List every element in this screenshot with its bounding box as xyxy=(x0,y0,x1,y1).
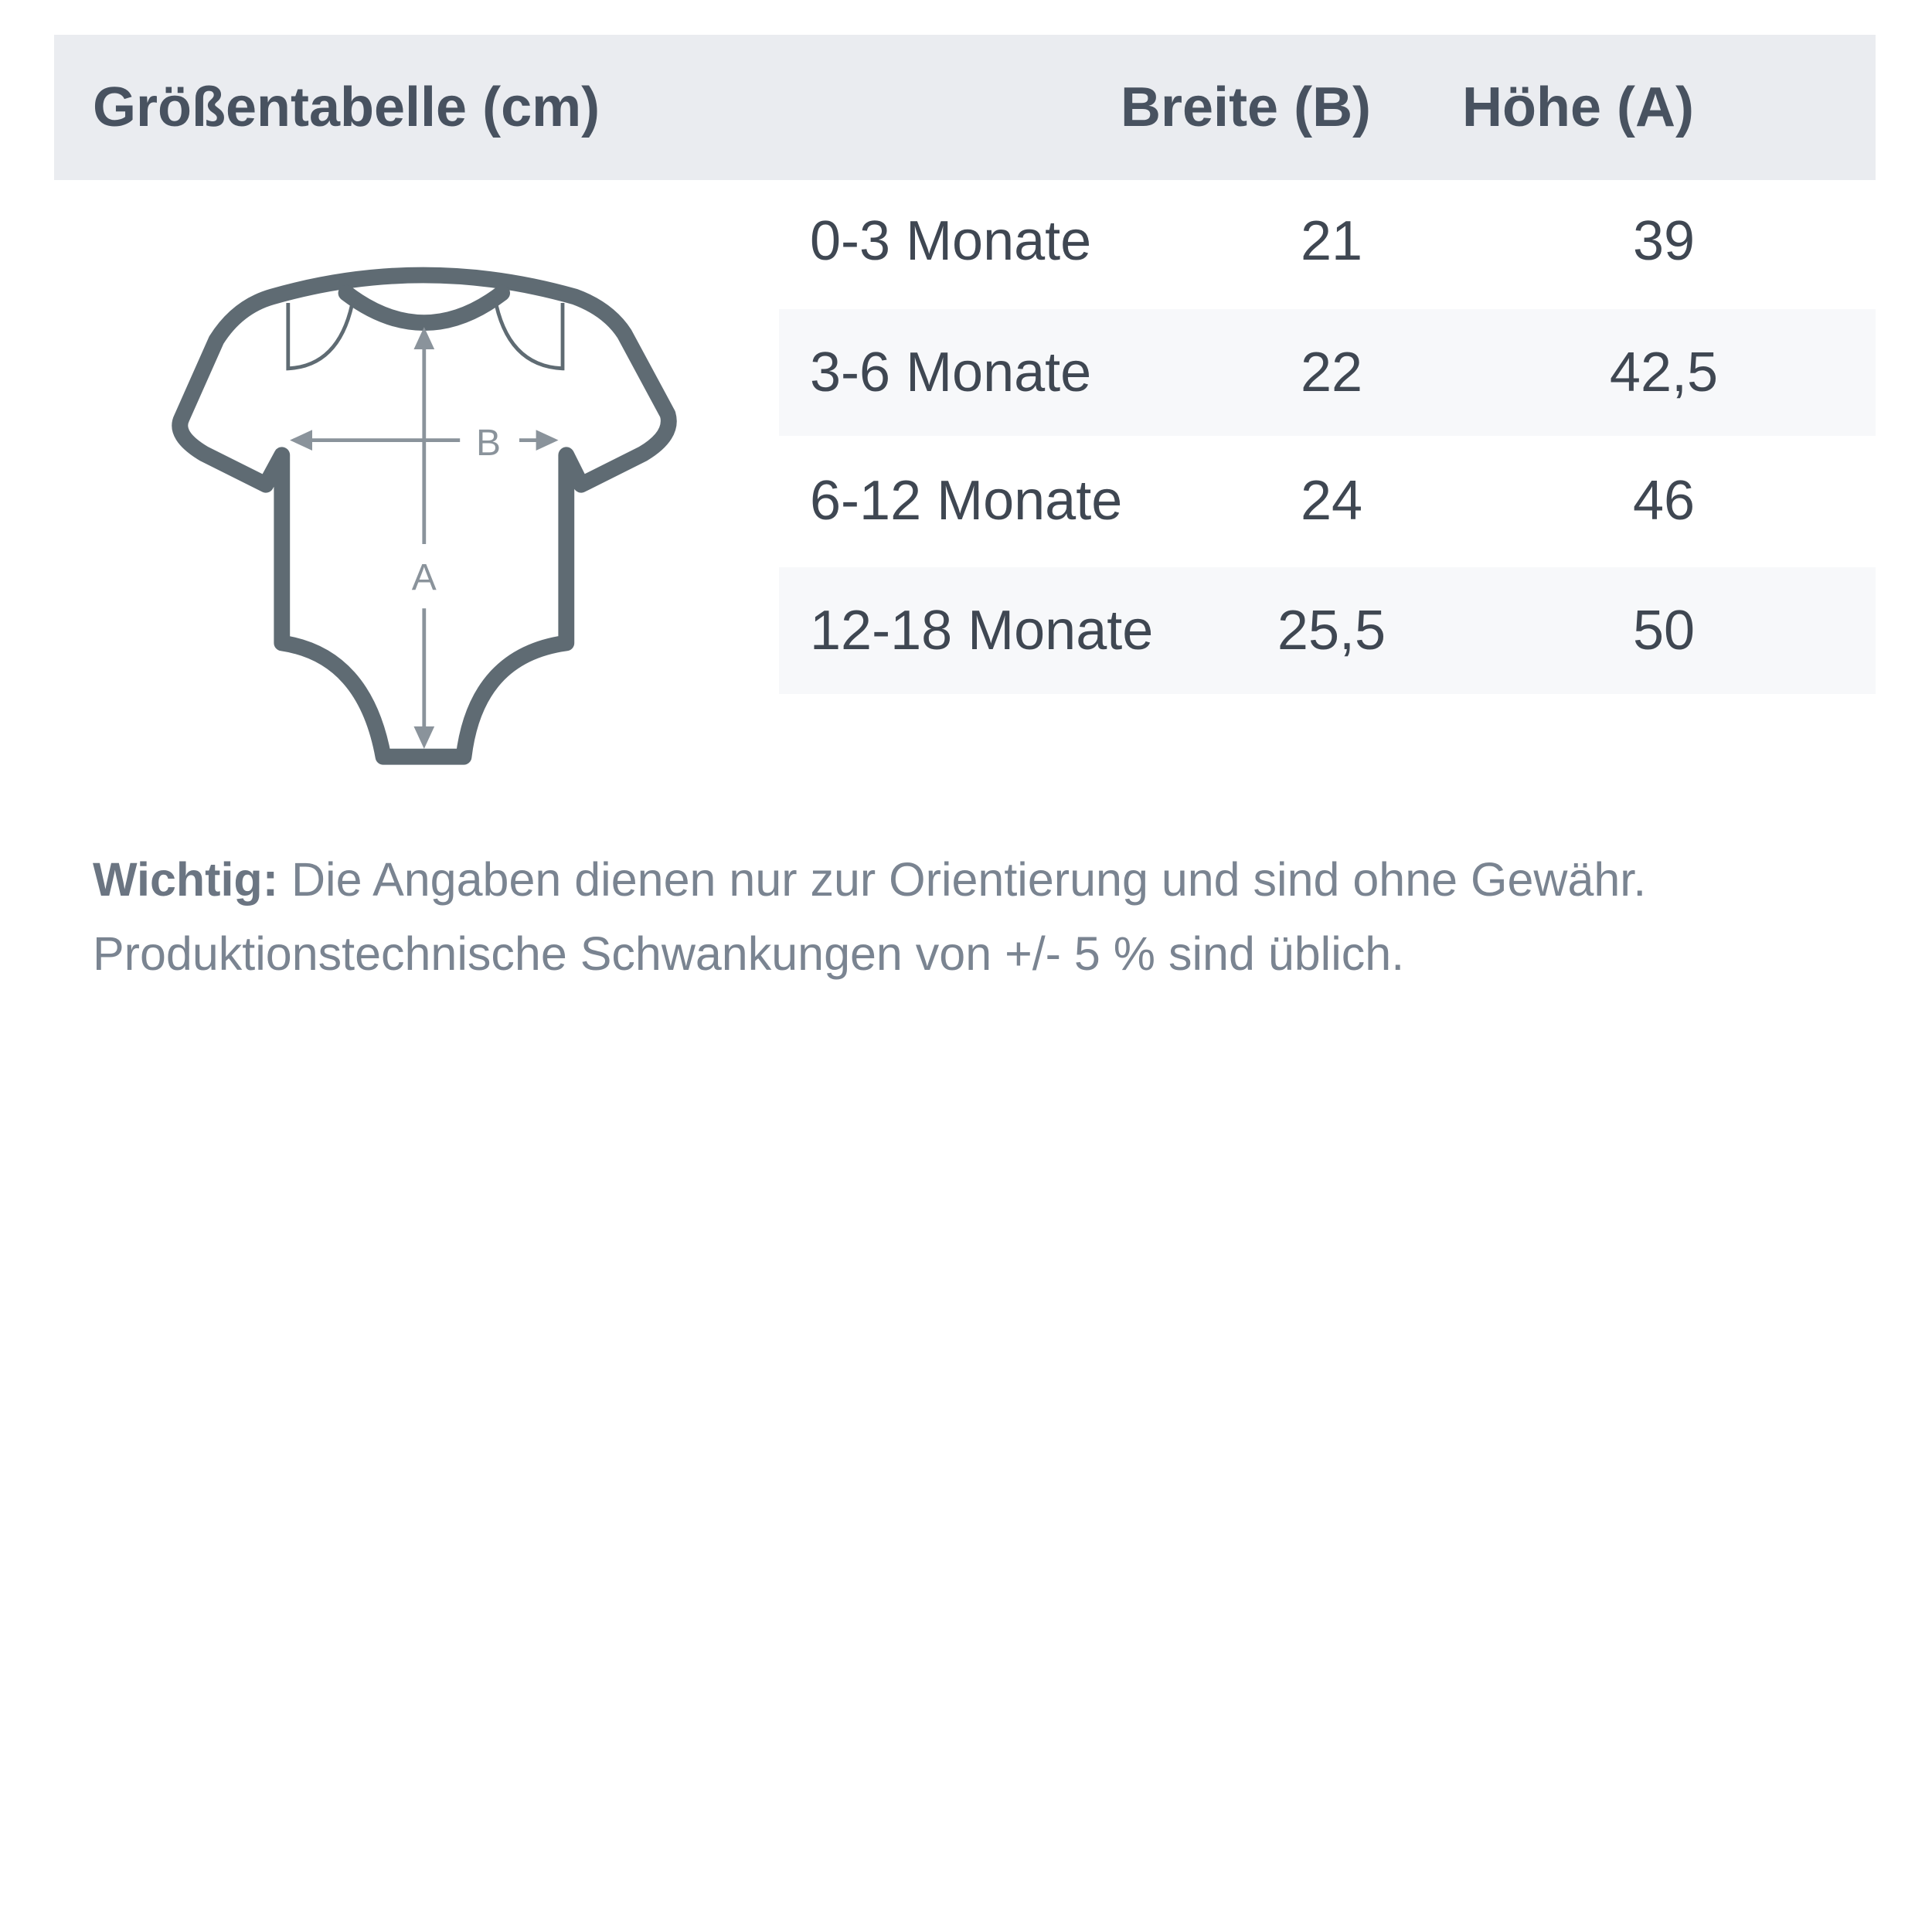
width-value: 24 xyxy=(1300,470,1363,532)
disclaimer-note: Wichtig: Die Angaben dienen nur zur Orie… xyxy=(93,842,1870,991)
column-header-width: Breite (B) xyxy=(1121,77,1372,138)
column-header-height: Höhe (A) xyxy=(1462,77,1694,138)
size-label: 3-6 Monate xyxy=(810,342,1092,403)
table-row: 3-6 Monate 22 42,5 xyxy=(779,309,1876,436)
baby-bodysuit-diagram: B A xyxy=(172,267,677,765)
width-value: 21 xyxy=(1300,210,1363,272)
label-a: A xyxy=(412,557,437,598)
table-row: 12-18 Monate 25,5 50 xyxy=(779,567,1876,694)
height-value: 42,5 xyxy=(1609,342,1719,403)
note-text: Die Angaben dienen nur zur Orientierung … xyxy=(93,853,1647,980)
width-value: 22 xyxy=(1300,342,1363,403)
size-label: 12-18 Monate xyxy=(810,600,1154,662)
bodysuit-outline-icon xyxy=(172,267,677,765)
height-value: 39 xyxy=(1632,210,1696,272)
table-row: 0-3 Monate 21 39 xyxy=(779,178,1876,304)
measurement-arrows-icon xyxy=(290,327,559,749)
size-label: 0-3 Monate xyxy=(810,210,1092,272)
label-b: B xyxy=(476,423,501,464)
size-label: 6-12 Monate xyxy=(810,470,1123,532)
height-value: 46 xyxy=(1632,470,1696,532)
height-value: 50 xyxy=(1632,600,1696,662)
table-title: Größentabelle (cm) xyxy=(93,77,600,138)
note-bold: Wichtig: xyxy=(93,853,279,906)
width-value: 25,5 xyxy=(1277,600,1386,662)
table-row: 6-12 Monate 24 46 xyxy=(779,437,1876,564)
table-header: Größentabelle (cm) Breite (B) Höhe (A) xyxy=(54,35,1876,180)
